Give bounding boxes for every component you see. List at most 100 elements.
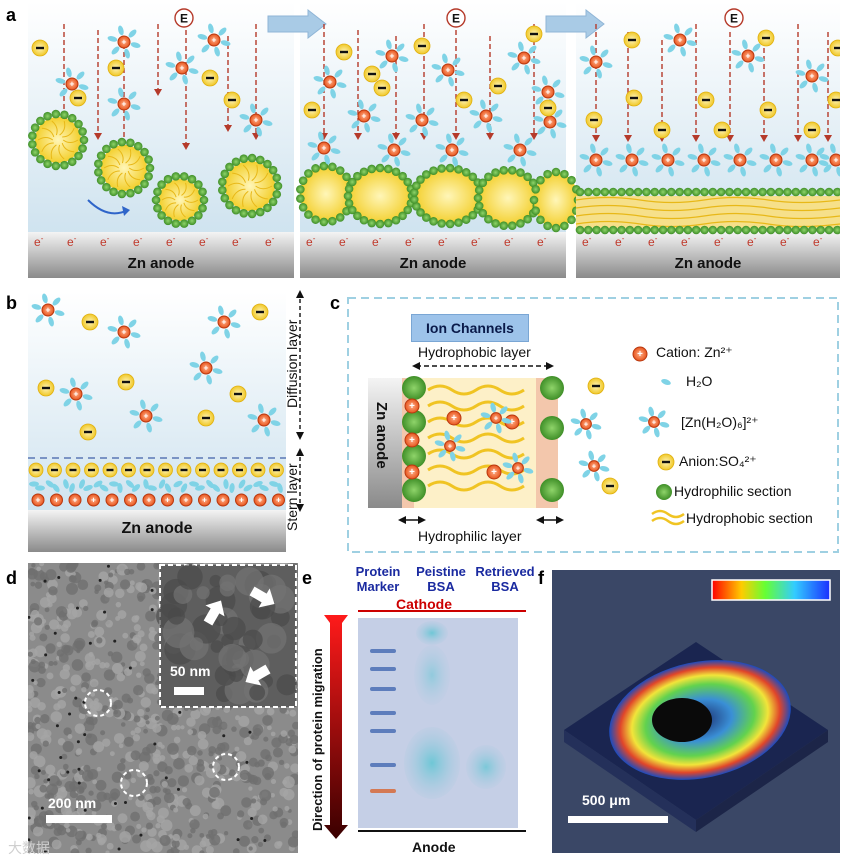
hydrophilic-bead <box>67 113 77 123</box>
water-icon <box>556 122 567 128</box>
water-icon <box>710 160 721 166</box>
hydrophilic-bead <box>625 187 635 197</box>
svg-text:+: + <box>446 65 451 75</box>
svg-text:E: E <box>180 12 188 26</box>
cation-icon <box>741 49 755 63</box>
water-icon <box>133 420 142 429</box>
water-icon <box>763 164 772 173</box>
hydrophilic-bead <box>263 159 272 169</box>
hydrophilic-bead <box>30 148 40 157</box>
hydrophilic-bead <box>171 172 181 181</box>
hydrophilic-section-icon <box>540 478 564 502</box>
water-icon <box>336 82 347 88</box>
water-icon <box>495 423 502 434</box>
cation-icon <box>517 51 531 65</box>
hydrophilic-bead <box>592 187 601 197</box>
svg-text:+: + <box>637 349 643 360</box>
cation-icon <box>175 61 189 75</box>
water-icon <box>806 59 812 70</box>
svg-text:+: + <box>91 495 96 505</box>
water-icon <box>35 485 45 491</box>
water-icon <box>264 426 270 437</box>
hydrophilic-bead <box>445 163 455 173</box>
marker-band <box>370 667 396 671</box>
svg-text:+: + <box>746 51 751 61</box>
water-icon <box>220 40 231 46</box>
hydrophilic-bead <box>478 208 488 218</box>
water-icon <box>583 164 592 173</box>
hydrophilic-bead <box>478 178 488 188</box>
water-icon <box>269 481 279 487</box>
hydrophilic-bead <box>367 164 377 174</box>
svg-text:+: + <box>36 495 41 505</box>
cation-icon <box>249 113 263 127</box>
svg-text:+: + <box>73 495 78 505</box>
hydrophilic-bead <box>311 215 320 224</box>
hydrophilic-bead <box>179 172 189 181</box>
hydrophilic-bead <box>140 147 149 157</box>
cation-icon <box>357 109 371 123</box>
hydrophilic-bead <box>454 165 463 174</box>
svg-text:+: + <box>491 467 497 478</box>
water-icon <box>585 429 592 440</box>
cation-icon <box>105 493 119 507</box>
hydrophilic-bead <box>409 188 419 197</box>
hydrophilic-bead <box>750 187 759 197</box>
cation-icon <box>404 464 420 480</box>
hydrophilic-bead <box>491 219 500 228</box>
water-icon <box>200 351 206 362</box>
hydrophilic-bead <box>109 187 118 197</box>
water-icon <box>734 143 740 154</box>
hydrophilic-bead <box>783 225 792 235</box>
inset-arrow-icon <box>245 664 271 686</box>
hydrophilic-bead <box>454 218 463 227</box>
hydrophobic-layer-label: Hydrophobic layer <box>418 344 531 360</box>
hydrophilic-bead <box>145 163 155 173</box>
hydrophilic-bead <box>617 187 626 197</box>
svg-text:+: + <box>630 155 635 165</box>
water-icon <box>812 166 818 177</box>
water-icon <box>66 67 72 78</box>
hydrophilic-bead <box>741 225 751 235</box>
hydrophilic-bead <box>600 225 610 235</box>
hydrophilic-bead <box>231 205 241 215</box>
hydrophilic-bead <box>51 109 61 119</box>
water-icon <box>600 147 609 156</box>
electron-label: e- <box>339 234 349 249</box>
cation-icon <box>805 69 819 83</box>
electron-label: e- <box>34 234 44 249</box>
hydrophilic-bead <box>199 195 209 205</box>
hydrophilic-bead <box>531 206 540 216</box>
water-icon <box>442 53 448 64</box>
hydrophilic-bead <box>74 151 83 161</box>
hydrophilic-bead <box>437 164 446 173</box>
water-icon <box>708 147 717 156</box>
water-icon <box>533 116 544 122</box>
water-icon <box>416 103 422 114</box>
svg-text:+: + <box>54 495 59 505</box>
panel-e-label: e <box>302 568 313 588</box>
water-icon <box>731 50 742 56</box>
hydrophilic-bead <box>445 219 455 229</box>
hydrophilic-bead <box>383 218 393 228</box>
hydrophilic-bead <box>700 225 709 235</box>
hydrophilic-bead <box>437 219 446 228</box>
water-icon <box>655 164 664 173</box>
water-icon <box>579 56 590 62</box>
water-icon <box>218 27 227 36</box>
inset-scale-bar <box>174 687 204 695</box>
legend-complex-text: [Zn(H₂O)₆]²⁺ <box>681 414 759 430</box>
hydrophilic-bead <box>94 167 103 177</box>
svg-text:+: + <box>128 495 133 505</box>
hydrophilic-bead <box>675 225 684 235</box>
water-icon <box>657 410 666 419</box>
water-icon <box>602 62 613 68</box>
cation-icon <box>31 493 45 507</box>
cation-icon <box>216 493 230 507</box>
water-icon <box>124 110 130 121</box>
micelle-core <box>225 161 275 211</box>
water-icon <box>579 154 590 160</box>
panel-a: e-e-e-e-e-e-e-e-e-e-e-e-e-e-e-e-e-e-e-e-… <box>28 0 840 285</box>
water-icon <box>78 479 86 489</box>
water-icon <box>124 338 130 349</box>
